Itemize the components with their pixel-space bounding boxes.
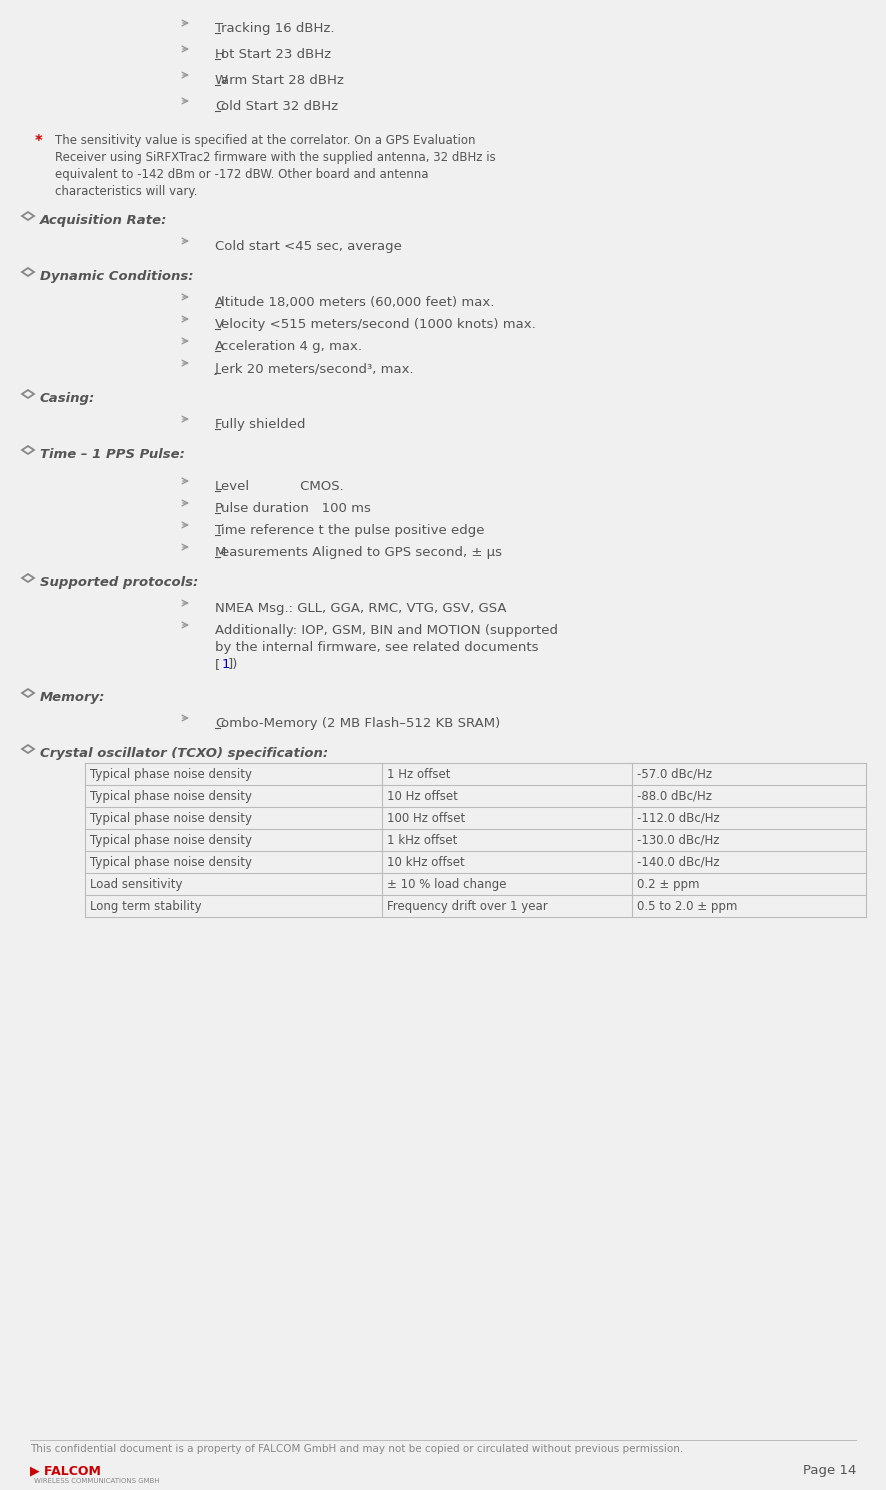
Text: 1 kHz offset: 1 kHz offset [387, 833, 457, 846]
Text: P: P [215, 502, 223, 516]
Text: Typical phase noise density: Typical phase noise density [90, 833, 252, 846]
Text: W: W [215, 74, 228, 86]
Text: ± 10 % load change: ± 10 % load change [387, 878, 506, 891]
Text: ully shielded: ully shielded [222, 419, 306, 431]
Text: -57.0 dBc/Hz: -57.0 dBc/Hz [637, 767, 711, 781]
Text: -112.0 dBc/Hz: -112.0 dBc/Hz [637, 812, 719, 824]
Text: arm Start 28 dBHz: arm Start 28 dBHz [222, 74, 344, 86]
Text: 1: 1 [222, 659, 229, 670]
Text: NMEA Msg.: GLL, GGA, RMC, VTG, GSV, GSA: NMEA Msg.: GLL, GGA, RMC, VTG, GSV, GSA [215, 602, 507, 615]
Text: Supported protocols:: Supported protocols: [40, 577, 198, 589]
Text: Receiver using SiRFXTrac2 firmware with the supplied antenna, 32 dBHz is: Receiver using SiRFXTrac2 firmware with … [55, 150, 496, 164]
Text: 10 kHz offset: 10 kHz offset [387, 855, 464, 869]
Text: equivalent to -142 dBm or -172 dBW. Other board and antenna: equivalent to -142 dBm or -172 dBW. Othe… [55, 168, 429, 180]
Text: T: T [215, 22, 223, 34]
Text: [: [ [215, 659, 221, 670]
Text: The sensitivity value is specified at the correlator. On a GPS Evaluation: The sensitivity value is specified at th… [55, 134, 476, 148]
Text: ime reference t the pulse positive edge: ime reference t the pulse positive edge [222, 524, 485, 536]
Text: T: T [215, 524, 223, 536]
Text: Frequency drift over 1 year: Frequency drift over 1 year [387, 900, 548, 912]
Text: H: H [215, 48, 225, 61]
Text: ]): ]) [228, 659, 238, 670]
Text: -130.0 dBc/Hz: -130.0 dBc/Hz [637, 833, 719, 846]
Text: M: M [215, 545, 227, 559]
Text: ombo-Memory (2 MB Flash–512 KB SRAM): ombo-Memory (2 MB Flash–512 KB SRAM) [222, 717, 501, 730]
Text: 0.2 ± ppm: 0.2 ± ppm [637, 878, 699, 891]
Text: A: A [215, 340, 224, 353]
Text: WIRELESS COMMUNICATIONS GMBH: WIRELESS COMMUNICATIONS GMBH [34, 1478, 159, 1484]
Text: Load sensitivity: Load sensitivity [90, 878, 183, 891]
Text: Cold start <45 sec, average: Cold start <45 sec, average [215, 240, 402, 253]
Text: characteristics will vary.: characteristics will vary. [55, 185, 198, 198]
Text: ulse duration   100 ms: ulse duration 100 ms [222, 502, 371, 516]
Text: Casing:: Casing: [40, 392, 96, 405]
Text: F: F [215, 419, 222, 431]
Text: *: * [35, 134, 43, 149]
Text: easurements Aligned to GPS second, ± µs: easurements Aligned to GPS second, ± µs [222, 545, 502, 559]
Text: 0.5 to 2.0 ± ppm: 0.5 to 2.0 ± ppm [637, 900, 737, 912]
Text: Typical phase noise density: Typical phase noise density [90, 767, 252, 781]
Text: Memory:: Memory: [40, 691, 105, 703]
Text: erk 20 meters/second³, max.: erk 20 meters/second³, max. [222, 362, 414, 375]
Text: A: A [215, 297, 224, 308]
Text: 100 Hz offset: 100 Hz offset [387, 812, 465, 824]
Text: Typical phase noise density: Typical phase noise density [90, 812, 252, 824]
Text: Typical phase noise density: Typical phase noise density [90, 790, 252, 803]
Text: V: V [215, 317, 224, 331]
Text: evel            CMOS.: evel CMOS. [222, 480, 344, 493]
Text: cceleration 4 g, max.: cceleration 4 g, max. [222, 340, 362, 353]
Text: ▶ FALCOM: ▶ FALCOM [30, 1465, 101, 1477]
Text: Page 14: Page 14 [803, 1465, 856, 1477]
Text: Time – 1 PPS Pulse:: Time – 1 PPS Pulse: [40, 448, 185, 460]
Text: by the internal firmware, see related documents: by the internal firmware, see related do… [215, 641, 539, 654]
Text: ltitude 18,000 meters (60,000 feet) max.: ltitude 18,000 meters (60,000 feet) max. [222, 297, 494, 308]
Text: J: J [215, 362, 219, 375]
Text: Dynamic Conditions:: Dynamic Conditions: [40, 270, 193, 283]
Text: L: L [215, 480, 222, 493]
Text: racking 16 dBHz.: racking 16 dBHz. [222, 22, 335, 34]
Text: Crystal oscillator (TCXO) specification:: Crystal oscillator (TCXO) specification: [40, 746, 328, 760]
Text: C: C [215, 717, 224, 730]
Text: old Start 32 dBHz: old Start 32 dBHz [222, 100, 338, 113]
Text: -140.0 dBc/Hz: -140.0 dBc/Hz [637, 855, 719, 869]
Text: Typical phase noise density: Typical phase noise density [90, 855, 252, 869]
Text: Acquisition Rate:: Acquisition Rate: [40, 215, 167, 226]
Text: C: C [215, 100, 224, 113]
Text: This confidential document is a property of FALCOM GmbH and may not be copied or: This confidential document is a property… [30, 1444, 683, 1454]
Text: -88.0 dBc/Hz: -88.0 dBc/Hz [637, 790, 711, 803]
Text: 1 Hz offset: 1 Hz offset [387, 767, 450, 781]
Text: elocity <515 meters/second (1000 knots) max.: elocity <515 meters/second (1000 knots) … [222, 317, 536, 331]
Text: Additionally: IOP, GSM, BIN and MOTION (supported: Additionally: IOP, GSM, BIN and MOTION (… [215, 624, 558, 638]
Text: ot Start 23 dBHz: ot Start 23 dBHz [222, 48, 331, 61]
Text: Long term stability: Long term stability [90, 900, 202, 912]
Text: 10 Hz offset: 10 Hz offset [387, 790, 458, 803]
